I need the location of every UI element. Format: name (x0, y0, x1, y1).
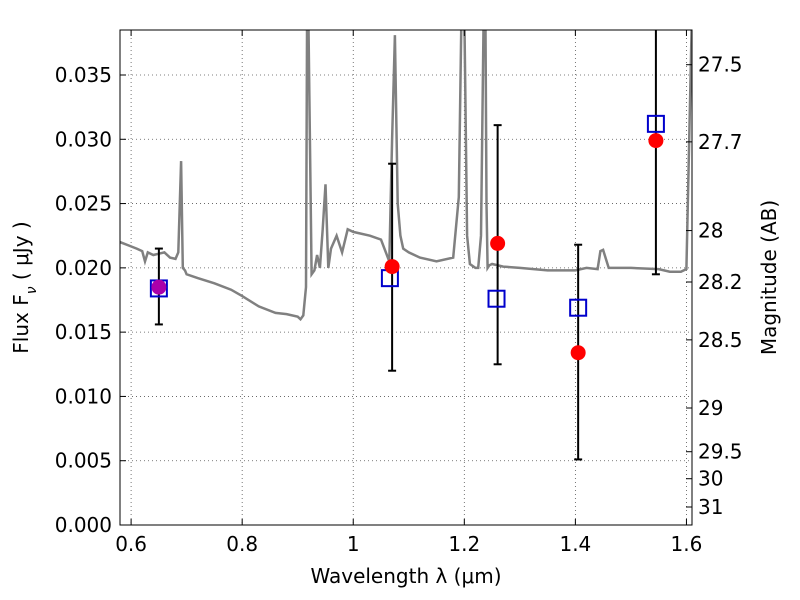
observed-point-marker (648, 133, 664, 149)
model-square-marker (646, 114, 665, 133)
x-tick-label: 1 (347, 532, 360, 556)
y-tick-label: 0.020 (55, 256, 112, 280)
plot-frame (119, 29, 693, 526)
tick-layer: 0.6 0.8 1 1.2 1.4 1.6 0.000 0.005 0.010 0.015 0.02… (55, 30, 743, 556)
y2-tick-label: 29.5 (698, 440, 743, 464)
observed-point-marker (384, 259, 400, 275)
observed-point-marker (151, 279, 167, 295)
series-layer (120, 30, 692, 461)
observed-point-marker (490, 235, 506, 251)
y2-tick-label: 30 (698, 467, 723, 491)
x-tick-label: 1.6 (671, 532, 703, 556)
y2-tick-label: 28.5 (698, 328, 743, 352)
y2-tick-label: 31 (698, 495, 723, 519)
y-tick-label: 0.000 (55, 513, 112, 537)
y-axis-title-sub: ν (24, 286, 40, 294)
x-tick-label: 0.6 (115, 532, 147, 556)
grid-layer (120, 30, 692, 526)
y2-tick-label: 27.7 (698, 130, 743, 154)
y2-axis-title: Magnitude (AB) (757, 200, 781, 355)
y-tick-label: 0.010 (55, 384, 112, 408)
y-tick-label: 0.005 (55, 449, 112, 473)
y2-tick-label: 27.5 (698, 53, 743, 77)
x-tick-label: 0.8 (226, 532, 258, 556)
x-tick-label: 1.4 (559, 532, 591, 556)
y-axis-title-unit: ( μJy ) (9, 221, 33, 286)
y-tick-label: 0.025 (55, 192, 112, 216)
observed-point-marker (570, 345, 586, 361)
model-spectrum-line (120, 30, 692, 322)
model-square-marker (487, 289, 506, 308)
y-axis-title-main: Flux F (9, 294, 33, 353)
y2-tick-label: 29 (698, 396, 723, 420)
model-square-marker (569, 298, 588, 317)
y-axis-title: Flux Fν ( μJy ) (9, 221, 40, 353)
x-tick-label: 1.2 (448, 532, 480, 556)
y-tick-label: 0.015 (55, 320, 112, 344)
x-axis-title: Wavelength λ (μm) (310, 564, 501, 588)
y-tick-label: 0.035 (55, 63, 112, 87)
y2-tick-label: 28.2 (698, 270, 743, 294)
y2-tick-label: 28 (698, 219, 723, 243)
y-tick-label: 0.030 (55, 127, 112, 151)
